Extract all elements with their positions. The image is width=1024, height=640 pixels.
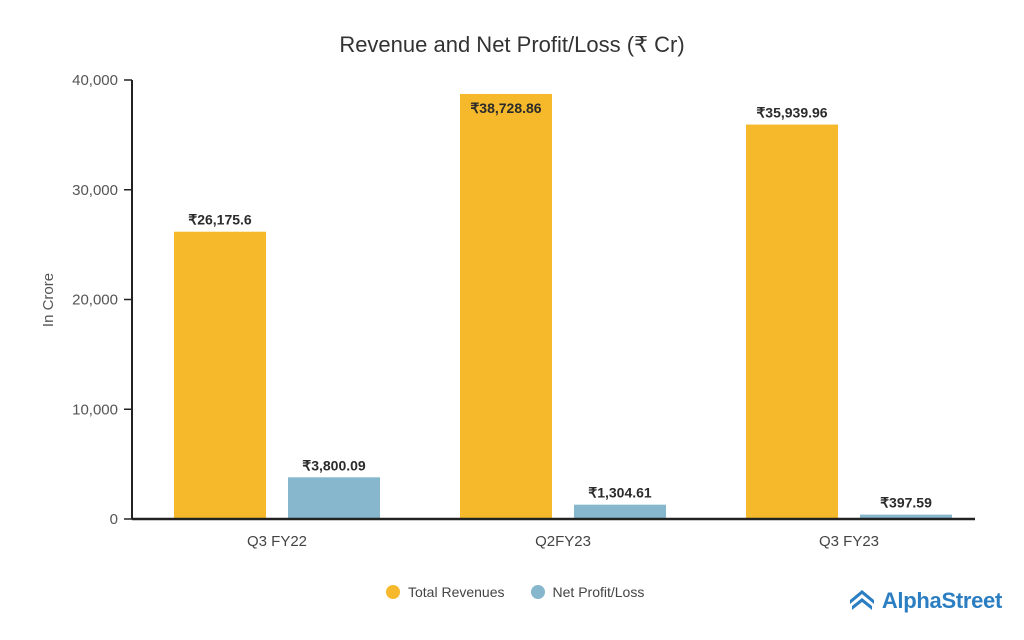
bar-labels-group: ₹26,175.6 ₹3,800.09 ₹38,728.86 ₹1,304.61 ₹35… (188, 100, 932, 511)
bars-group (174, 93, 952, 520)
y-axis-title: In Crore (40, 273, 57, 327)
brand-name: AlphaStreet (881, 588, 1002, 613)
y-tick-label: 40,000 (72, 72, 118, 89)
y-axis-ticks: 0 10,000 20,000 30,000 40,000 (72, 72, 132, 528)
legend-swatch-total-revenues (386, 585, 400, 599)
alphastreet-logo-icon (849, 590, 874, 610)
brand-logo: AlphaStreet (848, 588, 1002, 614)
bar-total-revenues-q3-fy22[interactable] (174, 231, 266, 520)
bar-chart: Revenue and Net Profit/Loss (₹ Cr) In Cr… (40, 32, 975, 550)
chart-title: Revenue and Net Profit/Loss (₹ Cr) (339, 32, 684, 57)
legend-swatch-net-profit-loss (530, 585, 545, 599)
legend-label-net-profit-loss: Net Profit/Loss (552, 584, 645, 600)
data-label: ₹26,175.6 (188, 212, 252, 228)
data-label: ₹38,728.86 (470, 100, 541, 116)
bar-net-profit-loss-q3-fy23[interactable] (860, 514, 952, 519)
x-tick-label: Q2FY23 (535, 533, 591, 550)
axes (131, 80, 975, 521)
legend: Total Revenues Net Profit/Loss (386, 584, 644, 600)
bar-net-profit-loss-q2fy23[interactable] (574, 504, 666, 519)
y-tick-label: 0 (110, 511, 118, 528)
x-axis-labels: Q3 FY22 Q2FY23 Q3 FY23 (247, 533, 879, 550)
legend-item-net-profit-loss[interactable]: Net Profit/Loss (530, 584, 645, 600)
y-tick-label: 20,000 (72, 292, 118, 309)
legend-item-total-revenues[interactable]: Total Revenues (386, 584, 505, 600)
x-tick-label: Q3 FY22 (247, 533, 307, 550)
bar-total-revenues-q3-fy23[interactable] (746, 124, 838, 520)
data-label: ₹1,304.61 (588, 485, 652, 501)
x-tick-label: Q3 FY23 (819, 533, 879, 550)
y-tick-label: 30,000 (72, 182, 118, 199)
bar-total-revenues-q2fy23[interactable] (460, 93, 552, 520)
legend-label-total-revenues: Total Revenues (408, 584, 505, 600)
y-tick-label: 10,000 (72, 401, 118, 418)
bar-net-profit-loss-q3-fy22[interactable] (288, 477, 380, 519)
data-label: ₹3,800.09 (302, 457, 366, 473)
data-label: ₹35,939.96 (756, 105, 827, 121)
data-label: ₹397.59 (880, 495, 932, 511)
